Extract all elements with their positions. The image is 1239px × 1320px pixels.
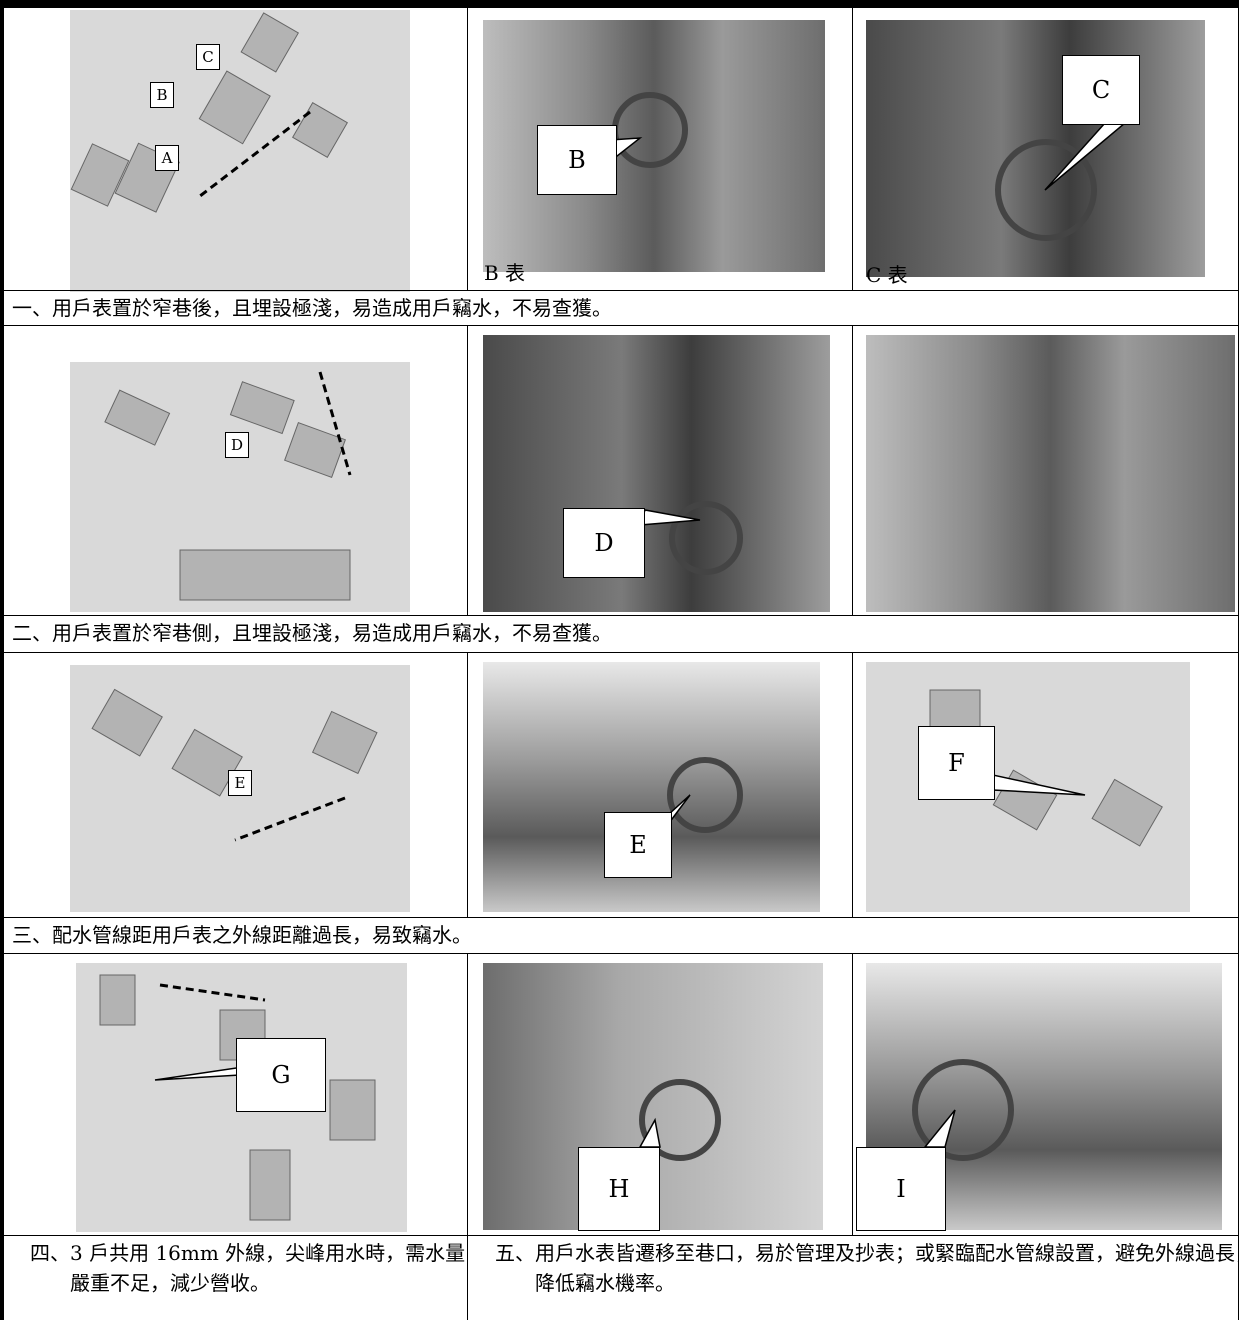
border — [852, 325, 853, 615]
border — [0, 953, 1239, 954]
border — [0, 917, 1239, 918]
photo — [483, 335, 830, 612]
border — [0, 290, 1239, 291]
border — [0, 0, 1239, 8]
caption: B 表 — [484, 261, 526, 285]
callout: B — [537, 125, 617, 195]
border — [0, 615, 1239, 616]
callout: A — [155, 145, 179, 171]
border — [852, 652, 853, 917]
callout: G — [236, 1038, 326, 1112]
border — [467, 0, 468, 290]
note: 三、配水管線距用戶表之外線距離過長，易致竊水。 — [12, 923, 472, 947]
note: 五、用戶水表皆遷移至巷口，易於管理及抄表；或緊臨配水管線設置，避免外線過長，降低… — [495, 1241, 1239, 1295]
callout: E — [228, 770, 252, 796]
border — [0, 325, 1239, 326]
callout: I — [856, 1147, 946, 1231]
note: 四、3 戶共用 16mm 外線，尖峰用水時，需水量嚴重不足，減少營收。 — [30, 1241, 466, 1295]
callout: C — [1062, 55, 1140, 125]
callout: E — [604, 812, 672, 878]
border — [0, 652, 1239, 653]
callout: D — [563, 508, 645, 578]
callout: H — [578, 1147, 660, 1231]
border — [467, 652, 468, 917]
note: 一、用戶表置於窄巷後，且埋設極淺，易造成用戶竊水，不易查獲。 — [12, 296, 612, 320]
border — [0, 1235, 1239, 1236]
callout: B — [150, 82, 174, 108]
callout: D — [225, 432, 249, 458]
map-image — [70, 10, 410, 292]
border — [467, 325, 468, 615]
callout: F — [918, 726, 995, 800]
photo — [866, 335, 1235, 612]
border — [852, 953, 853, 1235]
note: 二、用戶表置於窄巷側，且埋設極淺，易造成用戶竊水，不易查獲。 — [12, 621, 612, 645]
border — [0, 0, 4, 1320]
caption: C 表 — [866, 263, 908, 287]
border — [852, 0, 853, 290]
border — [467, 953, 468, 1320]
callout: C — [196, 44, 220, 70]
